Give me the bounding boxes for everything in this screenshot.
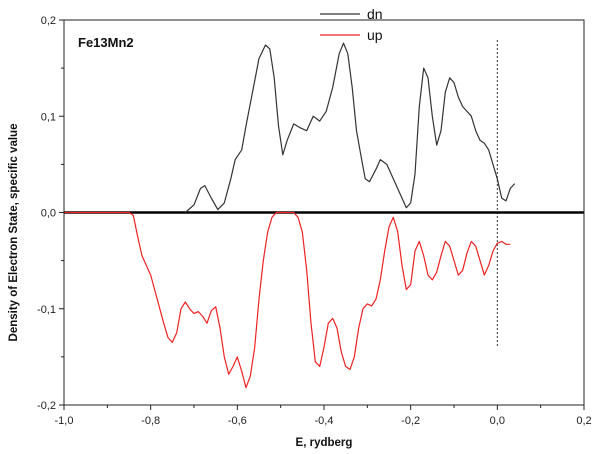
series-line-up	[64, 211, 511, 389]
y-tick-label: 0,1	[41, 111, 56, 123]
y-axis-label: Density of Electron State, specific valu…	[8, 124, 20, 342]
x-tick-label: 0,0	[490, 415, 505, 427]
y-tick-label: 0,2	[41, 15, 56, 27]
x-tick-label: -0,2	[401, 415, 420, 427]
y-tick-label: -0,2	[37, 400, 56, 412]
y-tick-label: -0,1	[37, 304, 56, 316]
legend-label-dn: dn	[367, 6, 383, 22]
legend: dn up	[320, 6, 383, 43]
x-axis-label: E, rydberg	[296, 437, 353, 449]
series-line-dn	[184, 42, 516, 213]
x-tick-label: -0,4	[315, 415, 334, 427]
x-tick-label: 0,2	[576, 415, 591, 427]
x-tick-label: -0,6	[228, 415, 247, 427]
series-layer	[64, 42, 516, 389]
x-tick-label: -0,8	[141, 415, 160, 427]
ticks-layer: -1,0 -0,8 -0,6 -0,4 -0,2 0,0 0,2 -0,2 -0,1 0,0 0,1…	[37, 15, 592, 427]
plot-frame	[63, 19, 585, 406]
x-tick-label: -1,0	[55, 415, 74, 427]
legend-label-up: up	[367, 27, 383, 43]
y-tick-label: 0,0	[41, 208, 56, 220]
material-annotation: Fe13Mn2	[78, 35, 134, 50]
